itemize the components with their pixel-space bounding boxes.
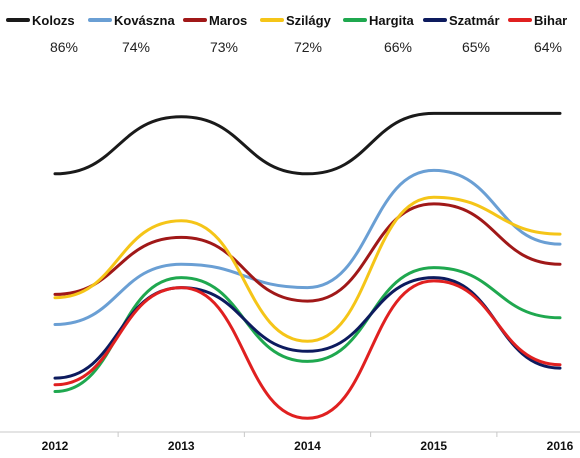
- legend-item-hargita: Hargita: [343, 13, 415, 28]
- x-tick-label-2014: 2014: [294, 439, 321, 453]
- percent-label-bihar: 64%: [534, 39, 562, 55]
- percent-label-kolozs: 86%: [50, 39, 78, 55]
- series-line-bihar: [53, 279, 562, 420]
- series-line-hargita: [53, 266, 562, 393]
- legend-item-kovaszna: Kovászna: [88, 13, 175, 28]
- legend-item-maros: Maros: [183, 13, 247, 28]
- x-tick-label-2013: 2013: [168, 439, 195, 453]
- legend-item-szatmar: Szatmár: [423, 13, 500, 28]
- legend-label-szatmar: Szatmár: [449, 13, 500, 28]
- legend-item-kolozs: Kolozs: [6, 13, 75, 28]
- series-line-kovaszna: [53, 168, 562, 326]
- percent-label-hargita: 66%: [384, 39, 412, 55]
- legend-label-kovaszna: Kovászna: [114, 13, 175, 28]
- legend-label-maros: Maros: [209, 13, 247, 28]
- percent-label-szatmar: 65%: [462, 39, 490, 55]
- legend-label-kolozs: Kolozs: [32, 13, 75, 28]
- series-line-kolozs: [53, 111, 562, 176]
- legend-label-bihar: Bihar: [534, 13, 567, 28]
- x-axis: 2012 2013 2014 2015 2016: [0, 431, 580, 453]
- percent-label-maros: 73%: [210, 39, 238, 55]
- legend-label-szilagy: Szilágy: [286, 13, 332, 28]
- series-line-maros: [53, 202, 562, 303]
- percent-labels: 86% 74% 73% 72% 66% 65% 64%: [50, 39, 562, 55]
- legend-item-bihar: Bihar: [508, 13, 567, 28]
- legend-label-hargita: Hargita: [369, 13, 415, 28]
- x-tick-label-2012: 2012: [42, 439, 69, 453]
- series-line-szatmar: [53, 276, 562, 380]
- series-line-szilagy: [53, 195, 562, 343]
- percent-label-kovaszna: 74%: [122, 39, 150, 55]
- x-tick-label-2015: 2015: [420, 439, 447, 453]
- x-tick-label-2016: 2016: [547, 439, 574, 453]
- legend-item-szilagy: Szilágy: [260, 13, 332, 28]
- percent-label-szilagy: 72%: [294, 39, 322, 55]
- legend: Kolozs Kovászna Maros Szilágy Hargita Szatmár…: [6, 13, 567, 28]
- series-lines: [53, 111, 562, 420]
